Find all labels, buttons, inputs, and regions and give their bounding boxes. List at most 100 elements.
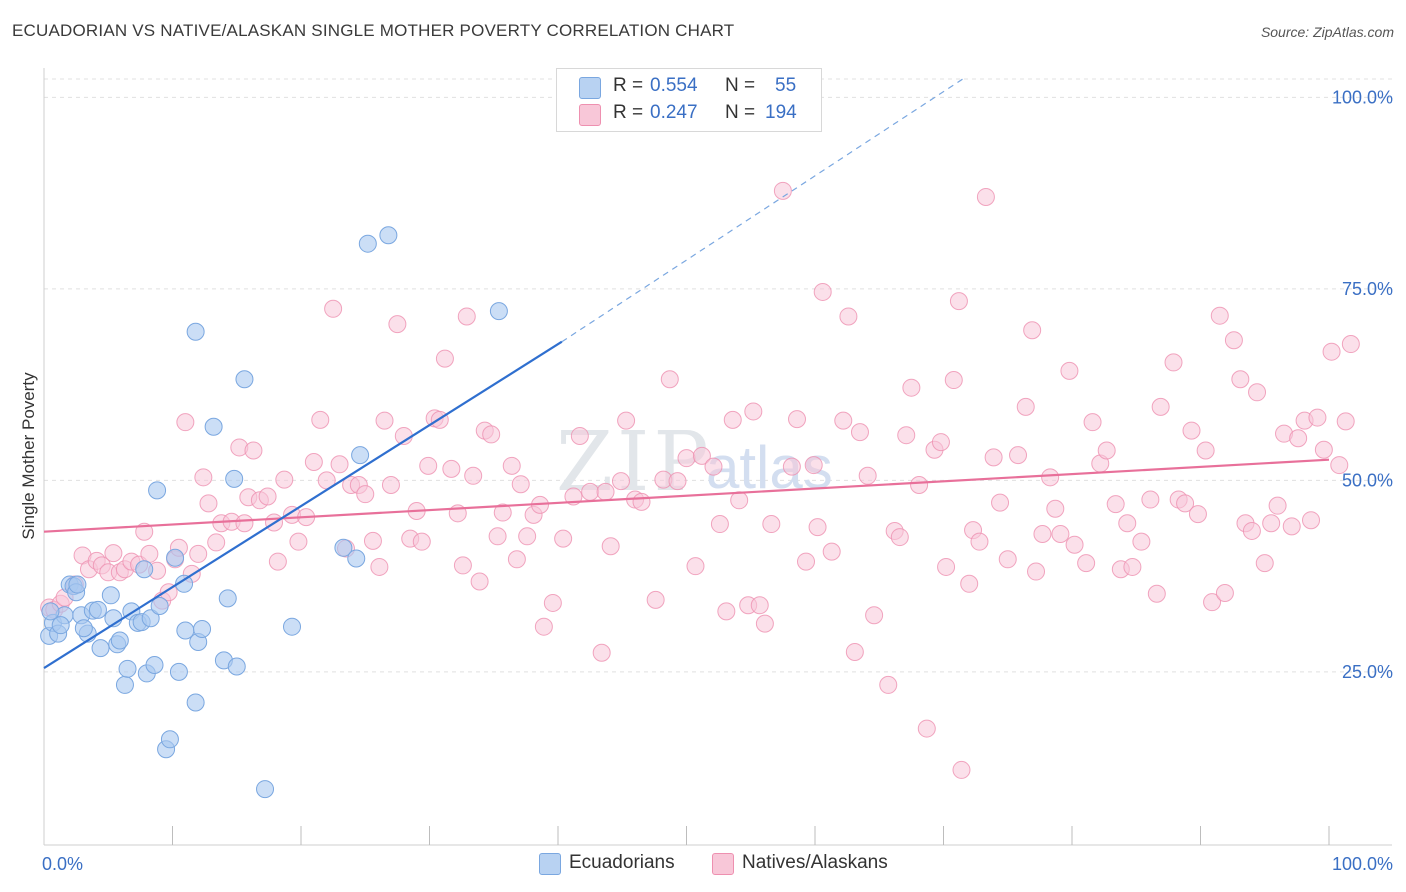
native-point (910, 475, 929, 494)
ecuadorian-point (118, 659, 137, 678)
native-point (686, 557, 705, 576)
native-point (1147, 584, 1166, 603)
native-point (1336, 412, 1355, 431)
native-point (917, 719, 936, 738)
native-point (1164, 353, 1183, 372)
native-point (596, 482, 615, 501)
native-point (1065, 535, 1084, 554)
ecuadorian-point (283, 617, 302, 636)
native-point (370, 557, 389, 576)
ecuadorian-point (186, 693, 205, 712)
native-point (845, 642, 864, 661)
ecuadorian-point (347, 549, 366, 568)
native-point (1141, 490, 1160, 509)
native-point (1123, 557, 1142, 576)
legend-r-label: R = (613, 102, 644, 123)
axes (43, 68, 1392, 846)
ecuadorian-point (225, 469, 244, 488)
native-point (381, 475, 400, 494)
native-point (1188, 505, 1207, 524)
ecuadorian-point (150, 597, 169, 616)
legend-label: Ecuadorians (569, 852, 675, 873)
native-point (897, 426, 916, 445)
ecuadorian-points (40, 226, 508, 799)
y-tick-label: 25.0% (1342, 662, 1393, 682)
native-point (730, 491, 749, 510)
native-point (710, 515, 729, 534)
native-point (244, 441, 263, 460)
native-point (1314, 440, 1333, 459)
native-point (744, 402, 763, 421)
native-point (464, 466, 483, 485)
native-point (1210, 306, 1229, 325)
source-label: Source: ZipAtlas.com (1260, 24, 1394, 40)
native-point (804, 456, 823, 475)
x-tick-label-left: 0.0% (42, 854, 83, 874)
trend-lines (43, 78, 1330, 669)
y-tick-label: 50.0% (1342, 470, 1393, 490)
native-point (419, 456, 438, 475)
ecuadorian-point (489, 302, 508, 321)
y-tick-label: 100.0% (1332, 87, 1393, 107)
native-point (511, 475, 530, 494)
legend-r-value: 0.554 (650, 75, 698, 96)
native-point (235, 514, 254, 533)
legend-n-value: 194 (765, 102, 797, 123)
native-point (1151, 397, 1170, 416)
native-point (839, 307, 858, 326)
native-point (850, 423, 869, 442)
ecuadorian-point (186, 322, 205, 341)
native-point (1106, 495, 1125, 514)
native-point (1231, 370, 1250, 389)
tick-labels: 25.0% 50.0% 75.0% 100.0% 0.0% 100.0% (42, 87, 1393, 874)
native-point (865, 606, 884, 625)
native-point (723, 410, 742, 429)
ecuadorian-point (88, 600, 107, 619)
ecuadorian-point (160, 730, 179, 749)
legend-n-value: 55 (775, 75, 797, 96)
ecuadorian-point (204, 417, 223, 436)
native-point (949, 292, 968, 311)
native-point (1302, 511, 1321, 530)
native-point (194, 468, 213, 487)
native-point (890, 528, 909, 547)
native-point (660, 370, 679, 389)
native-point (442, 459, 461, 478)
native-point (330, 455, 349, 474)
native-point (1027, 562, 1046, 581)
native-point (1060, 361, 1079, 380)
native-point (581, 482, 600, 501)
y-tick-label: 75.0% (1342, 279, 1393, 299)
native-point (1023, 321, 1042, 340)
native-point (388, 315, 407, 334)
native-point (275, 470, 294, 489)
native-point (482, 425, 501, 444)
native-point (937, 557, 956, 576)
native-point (1224, 331, 1243, 350)
ecuadorian-point (135, 560, 154, 579)
native-point (135, 522, 154, 541)
native-point (268, 552, 287, 571)
native-point (258, 487, 277, 506)
native-point (879, 675, 898, 694)
native-point (470, 572, 489, 591)
native-point (140, 544, 159, 563)
legend-label: Natives/Alaskans (742, 852, 888, 873)
native-point (1132, 532, 1151, 551)
native-point (304, 453, 323, 471)
native-point (998, 550, 1017, 569)
native-point (1051, 525, 1070, 544)
native-point (363, 531, 382, 550)
native-point (617, 411, 636, 430)
native-points (40, 181, 1360, 779)
native-point (502, 456, 521, 475)
native-point (601, 537, 620, 556)
ecuadorian-point (193, 619, 212, 638)
native-trend-line (43, 458, 1330, 533)
ecuadorian-point (101, 586, 120, 605)
native-point (755, 614, 774, 633)
native-point (970, 532, 989, 551)
native-point (1255, 554, 1274, 573)
ecuadorian-point (166, 548, 185, 567)
native-point (534, 617, 553, 636)
